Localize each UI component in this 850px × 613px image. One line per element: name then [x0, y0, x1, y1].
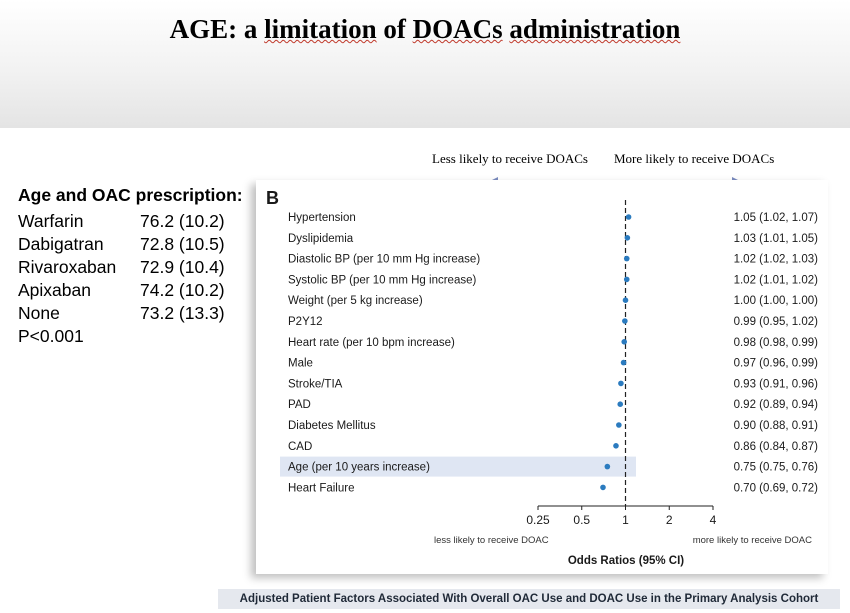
- row-label: Male: [288, 358, 313, 370]
- right-annotation: more likely to receive DOAC: [693, 535, 812, 546]
- row-value: 0.92 (0.89, 0.94): [734, 399, 819, 411]
- row-label: Diabetes Mellitus: [288, 420, 376, 432]
- x-tick-label: 0.5: [573, 513, 590, 527]
- row-value: 0.99 (0.95, 1.02): [734, 316, 819, 328]
- age-row-value: 73.2 (13.3): [140, 303, 225, 323]
- row-label: Dyslipidemia: [288, 233, 354, 245]
- row-label: Heart Failure: [288, 482, 354, 494]
- age-row-rivaroxaban: Rivaroxaban 72.9 (10.4): [18, 256, 243, 279]
- slide-header-band: [0, 0, 850, 128]
- odds-ratio-point: [600, 484, 606, 491]
- odds-ratio-point: [622, 318, 628, 324]
- x-tick-label: 0.25: [526, 513, 550, 527]
- row-label: CAD: [288, 441, 312, 453]
- forest-plot: B Hypertension 1.05 (1.02, 1.07) Dyslipidem…: [266, 188, 819, 567]
- age-table-heading: Age and OAC prescription:: [18, 185, 243, 205]
- x-axis-label: Odds Ratios (95% CI): [568, 555, 684, 567]
- odds-ratio-point: [620, 359, 627, 366]
- age-oac-table: Age and OAC prescription: Warfarin 76.2 …: [18, 185, 243, 348]
- x-tick-label: 2: [666, 513, 673, 527]
- row-label: Stroke/TIA: [288, 378, 343, 390]
- age-row-value: 74.2 (10.2): [140, 280, 225, 300]
- row-value: 1.05 (1.02, 1.07): [734, 212, 819, 224]
- row-label: Age (per 10 years increase): [288, 462, 430, 474]
- direction-label-less-likely: Less likely to receive DOACs: [432, 151, 588, 166]
- forest-plot-panel: B Hypertension 1.05 (1.02, 1.07) Dyslipidem…: [256, 180, 828, 574]
- odds-ratio-point: [623, 276, 630, 283]
- row-value: 0.93 (0.91, 0.96): [734, 378, 819, 390]
- x-tick-label: 1: [622, 513, 629, 527]
- title-word-limitation: limitation: [264, 14, 377, 44]
- row-label: Diastolic BP (per 10 mm Hg increase): [288, 254, 480, 266]
- row-value: 1.03 (1.01, 1.05): [734, 233, 819, 245]
- left-annotation: less likely to receive DOAC: [434, 535, 549, 546]
- row-label: Systolic BP (per 10 mm Hg increase): [288, 274, 476, 286]
- row-value: 0.98 (0.98, 0.99): [734, 337, 819, 349]
- title-suffix: administration: [509, 14, 681, 44]
- odds-ratio-point: [613, 443, 619, 449]
- row-value: 0.70 (0.69, 0.72): [734, 482, 819, 494]
- age-row-drug: Warfarin: [18, 211, 84, 231]
- row-label: PAD: [288, 399, 311, 411]
- row-label: Weight (per 5 kg increase): [288, 295, 423, 307]
- row-value: 1.02 (1.02, 1.03): [734, 254, 819, 266]
- odds-ratio-point: [616, 422, 622, 428]
- slide-title: AGE: a limitation of DOACs administratio…: [0, 14, 850, 45]
- row-value: 0.75 (0.75, 0.76): [734, 462, 819, 474]
- age-row-drug: Apixaban: [18, 280, 91, 300]
- row-value: 0.90 (0.88, 0.91): [734, 420, 819, 432]
- odds-ratio-point: [617, 401, 624, 407]
- direction-label-more-likely: More likely to receive DOACs: [614, 151, 775, 166]
- odds-ratio-point: [625, 214, 632, 220]
- title-mid: of: [383, 14, 406, 44]
- figure-caption: Adjusted Patient Factors Associated With…: [218, 589, 840, 609]
- age-row-value: 72.8 (10.5): [140, 234, 225, 254]
- odds-ratio-point: [622, 297, 629, 303]
- title-word-doacs: DOACs: [412, 14, 503, 44]
- age-row-value: 76.2 (10.2): [140, 211, 225, 231]
- row-value: 1.02 (1.01, 1.02): [734, 274, 819, 286]
- age-row-drug: None: [18, 303, 60, 323]
- age-row-drug: Dabigatran: [18, 234, 104, 254]
- age-row-none: None 73.2 (13.3): [18, 302, 243, 325]
- row-label: P2Y12: [288, 316, 323, 328]
- title-prefix: AGE: a: [169, 14, 258, 44]
- highlight-band: [280, 456, 636, 477]
- odds-ratio-point: [624, 235, 631, 241]
- age-row-value: 72.9 (10.4): [140, 257, 225, 277]
- age-row-warfarin: Warfarin 76.2 (10.2): [18, 210, 243, 233]
- odds-ratio-point: [618, 380, 624, 387]
- row-value: 1.00 (1.00, 1.00): [734, 295, 819, 307]
- row-label: Hypertension: [288, 212, 356, 224]
- age-row-drug: Rivaroxaban: [18, 257, 117, 277]
- age-row-dabigatran: Dabigatran 72.8 (10.5): [18, 233, 243, 256]
- panel-label: B: [266, 188, 279, 208]
- row-label: Heart rate (per 10 bpm increase): [288, 337, 455, 349]
- row-value: 0.97 (0.96, 0.99): [734, 358, 819, 370]
- row-value: 0.86 (0.84, 0.87): [734, 441, 819, 453]
- age-row-apixaban: Apixaban 74.2 (10.2): [18, 279, 243, 302]
- odds-ratio-point: [604, 463, 611, 470]
- x-tick-label: 4: [710, 513, 717, 527]
- odds-ratio-point: [623, 255, 630, 262]
- odds-ratio-point: [621, 339, 628, 345]
- age-p-value: P<0.001: [18, 326, 84, 346]
